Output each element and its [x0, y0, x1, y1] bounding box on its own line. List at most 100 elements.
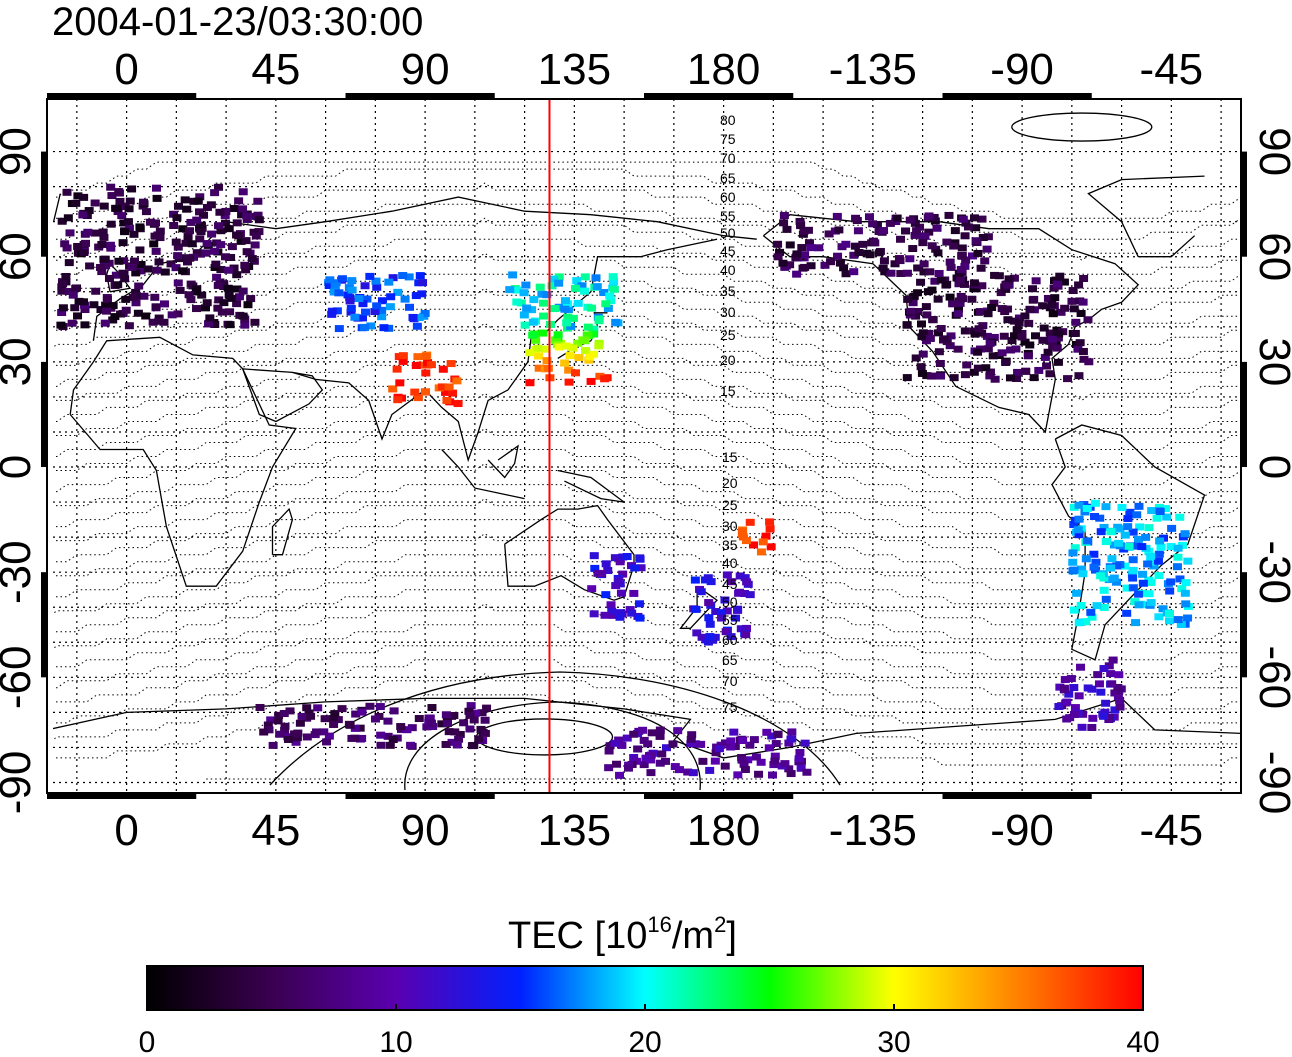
tec-cell: [118, 269, 128, 277]
tec-cell: [560, 305, 570, 313]
tec-cell: [192, 216, 202, 224]
tec-cell: [1038, 336, 1048, 344]
tec-cell: [1127, 570, 1137, 578]
tec-cell: [690, 576, 700, 584]
tec-cell: [638, 726, 648, 734]
tec-cell: [62, 188, 72, 196]
tec-cell: [290, 730, 300, 738]
tec-cell: [377, 306, 387, 314]
tec-cell: [370, 715, 380, 723]
tec-cell: [332, 307, 342, 315]
tec-cell: [751, 753, 761, 761]
tec-cell: [589, 325, 599, 333]
tec-cell: [285, 707, 295, 715]
tec-cell: [372, 302, 382, 310]
tec-cell: [797, 244, 807, 252]
tec-cell: [967, 295, 977, 303]
tec-cell: [173, 252, 183, 260]
tec-cell: [118, 239, 128, 247]
tec-cell: [646, 769, 656, 777]
tec-cell: [400, 295, 410, 303]
tec-cell: [1069, 520, 1079, 528]
magnetic-contour: [53, 378, 1241, 450]
tec-cell: [969, 214, 979, 222]
tec-cell: [568, 344, 578, 352]
tec-cell: [623, 764, 633, 772]
tec-cell: [560, 359, 570, 367]
tec-cell: [1021, 367, 1031, 375]
tec-cell: [417, 290, 427, 298]
tec-cell: [703, 638, 713, 646]
tec-cell: [226, 253, 236, 261]
tec-cell: [1074, 372, 1084, 380]
tec-cell: [785, 241, 795, 249]
tec-cell: [589, 330, 599, 338]
tec-cell: [590, 564, 600, 572]
lat-tick-right: 90: [1250, 127, 1292, 176]
tec-cell: [585, 353, 595, 361]
tec-cell: [56, 321, 66, 329]
tec-cell: [1114, 539, 1124, 547]
tec-cell: [733, 605, 743, 613]
tec-cell: [58, 280, 68, 288]
tec-cell: [745, 591, 755, 599]
tec-cell: [71, 199, 81, 207]
tec-cell: [337, 705, 347, 713]
border-segment-top: [644, 93, 794, 99]
tec-cell: [350, 313, 360, 321]
tec-cell: [949, 374, 959, 382]
tec-cell: [1113, 693, 1123, 701]
magnetic-contour: [53, 532, 1241, 612]
tec-cell: [953, 345, 963, 353]
tec-cell: [447, 738, 457, 746]
tec-cell: [1099, 665, 1109, 673]
tec-data-cells: [56, 183, 1193, 779]
tec-cell: [398, 352, 408, 360]
tec-cell: [225, 308, 235, 316]
tec-cell: [238, 312, 248, 320]
tec-cell: [151, 303, 161, 311]
tec-cell: [159, 318, 169, 326]
tec-cell: [734, 589, 744, 597]
tec-cell: [1030, 332, 1040, 340]
coastline: [271, 507, 294, 556]
tec-cell: [608, 273, 618, 281]
tec-cell: [107, 192, 117, 200]
tec-cell: [946, 263, 956, 271]
tec-cell: [57, 287, 67, 295]
tec-cell: [1069, 606, 1079, 614]
tec-cell: [726, 737, 736, 745]
contour-label: 45: [720, 243, 736, 259]
colorbar-title-exp2: 2: [714, 912, 726, 937]
tec-cell: [1106, 564, 1116, 572]
contour-label: 75: [722, 699, 738, 715]
tec-cell: [657, 750, 667, 758]
tec-cell: [745, 518, 755, 526]
tec-cell: [692, 629, 702, 637]
magnetic-contour: [53, 575, 1241, 647]
tec-cell: [627, 609, 637, 617]
tec-cell: [229, 204, 239, 212]
tec-cell: [735, 572, 745, 580]
tec-cell: [1125, 508, 1135, 516]
tec-cell: [973, 249, 983, 257]
tec-cell: [250, 241, 260, 249]
tec-cell: [903, 295, 913, 303]
tec-cell: [1115, 703, 1125, 711]
tec-cell: [249, 228, 259, 236]
tec-cell: [655, 726, 665, 734]
tec-cell: [785, 261, 795, 269]
contour-label: 40: [720, 262, 736, 278]
tec-cell: [416, 361, 426, 369]
tec-cell: [192, 305, 202, 313]
tec-cell: [441, 388, 451, 396]
tec-cell: [541, 345, 551, 353]
tec-cell: [64, 287, 74, 295]
tec-cell: [1173, 553, 1183, 561]
tec-cell: [173, 279, 183, 287]
tec-cell: [691, 605, 701, 613]
tec-cell: [319, 728, 329, 736]
longitude-ticks-top: 0 45 90 135 180 -135 -90 -45: [114, 45, 1203, 94]
tec-cell: [1175, 575, 1185, 583]
